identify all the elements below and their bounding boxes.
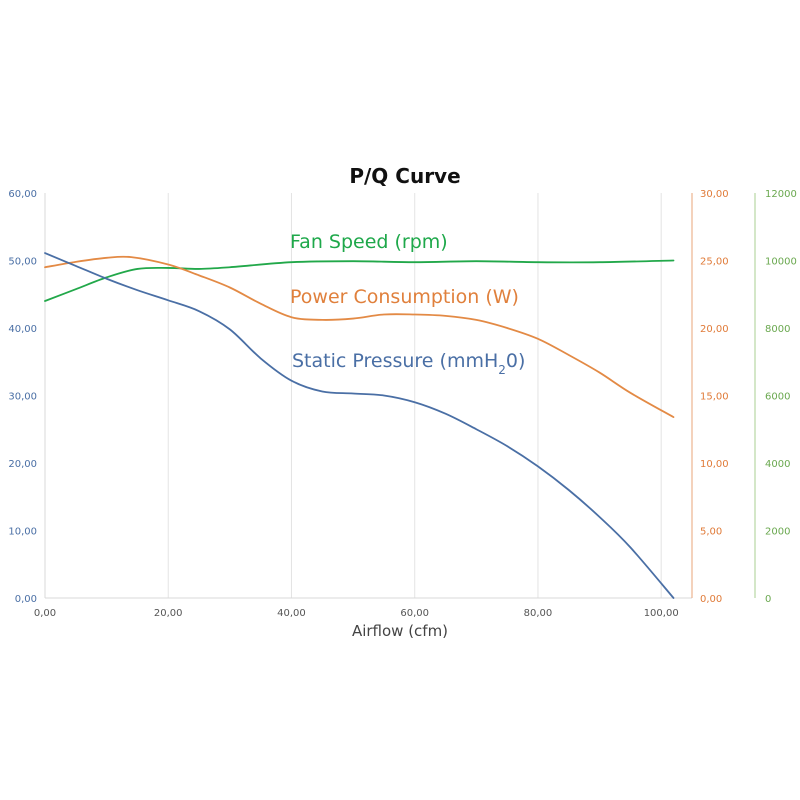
y-tick-label-power: 25,00	[700, 257, 729, 268]
y-tick-label-power: 30,00	[700, 189, 729, 200]
tick-labels: 0,00 20,00 40,00 60,00 80,00 100,00 0,00 10,00 2…	[8, 189, 796, 619]
y-tick-label-speed: 10000	[765, 257, 797, 268]
axes	[44, 193, 756, 599]
y-tick-label-pressure: 60,00	[8, 189, 37, 200]
y-tick-label-pressure: 50,00	[8, 257, 37, 268]
y-tick-label-speed: 8000	[765, 324, 790, 335]
y-tick-label-power: 15,00	[700, 392, 729, 403]
x-tick-label: 0,00	[34, 608, 56, 619]
fan-speed-label: Fan Speed (rpm)	[290, 231, 448, 253]
y-tick-label-speed: 2000	[765, 527, 790, 538]
y-tick-label-pressure: 40,00	[8, 324, 37, 335]
y-tick-label-power: 10,00	[700, 459, 729, 470]
y-tick-label-pressure: 30,00	[8, 392, 37, 403]
chart-title: P/Q Curve	[349, 164, 460, 188]
series-labels: Fan Speed (rpm) Power Consumption (W) Stat…	[290, 231, 525, 377]
y-tick-label-speed: 4000	[765, 459, 790, 470]
x-tick-label: 60,00	[400, 608, 429, 619]
series-lines	[44, 252, 675, 599]
y-tick-label-power: 0,00	[700, 594, 722, 605]
power-consumption-label: Power Consumption (W)	[290, 286, 519, 308]
power-consumption-line	[44, 255, 675, 418]
y-tick-label-pressure: 20,00	[8, 459, 37, 470]
y-tick-label-power: 20,00	[700, 324, 729, 335]
y-tick-label-speed: 6000	[765, 392, 790, 403]
x-axis-label: Airflow (cfm)	[352, 622, 448, 640]
x-tick-label: 100,00	[644, 608, 679, 619]
y-tick-label-pressure: 10,00	[8, 527, 37, 538]
y-tick-label-power: 5,00	[700, 527, 722, 538]
y-tick-label-speed: 0	[765, 594, 771, 605]
y-tick-label-speed: 12000	[765, 189, 797, 200]
static-pressure-label: Static Pressure (mmH20)	[292, 350, 525, 377]
static-pressure-line	[44, 252, 675, 599]
vertical-gridlines	[167, 193, 662, 598]
x-tick-label: 40,00	[277, 608, 306, 619]
y-tick-label-pressure: 0,00	[15, 594, 37, 605]
fan-speed-line	[44, 259, 675, 302]
x-tick-label: 80,00	[524, 608, 553, 619]
x-tick-label: 20,00	[154, 608, 183, 619]
